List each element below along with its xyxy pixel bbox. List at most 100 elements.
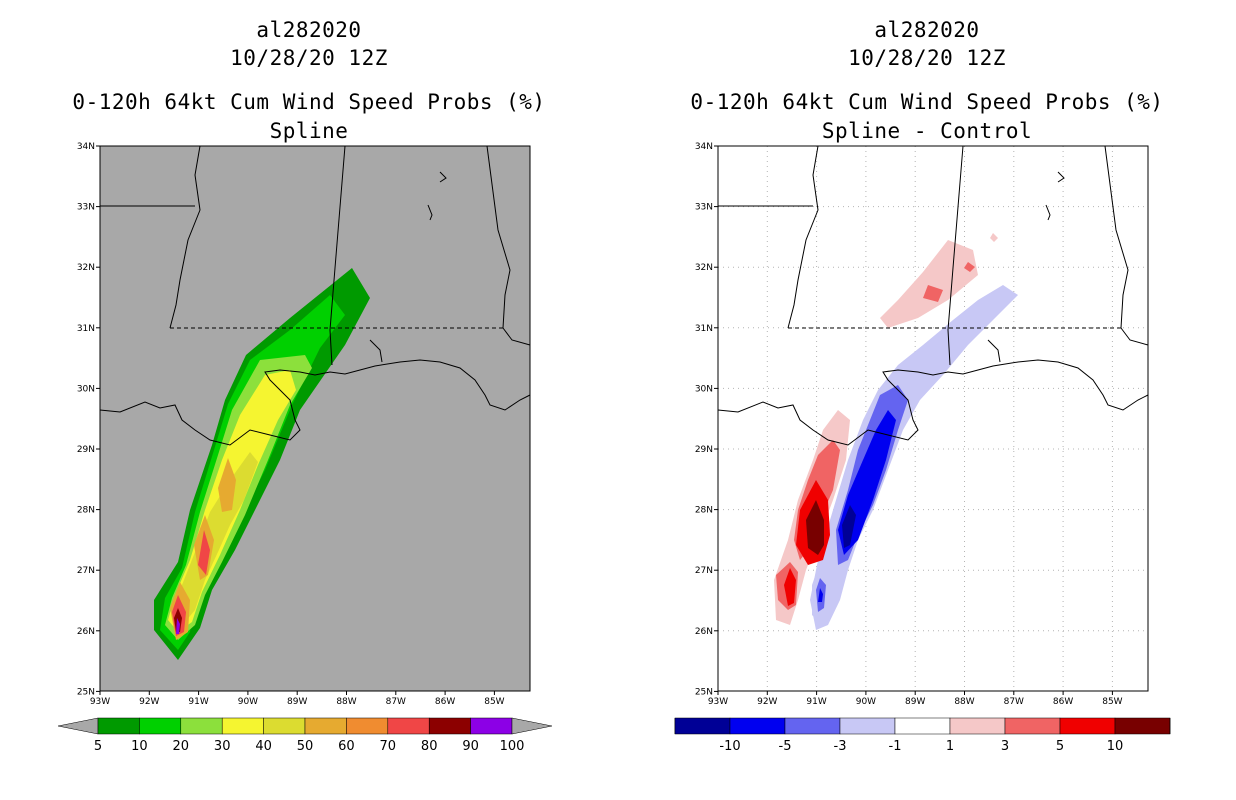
right-date: 10/28/20 12Z bbox=[848, 46, 1006, 70]
left-colorbar-segment bbox=[263, 717, 306, 735]
right-contour-neg5-south bbox=[818, 588, 823, 602]
right-colorbar-segment bbox=[1059, 717, 1116, 735]
left-colorbar-label: 80 bbox=[421, 739, 438, 754]
left-inland-feature-2 bbox=[427, 204, 433, 221]
left-colorbar-segment bbox=[428, 717, 471, 735]
left-lon-label: 93W bbox=[90, 697, 110, 707]
right-contour-pos3-north2 bbox=[964, 262, 975, 272]
left-map: 34N 33N 32N 31N 30N 29N 28N 27N 26N 25N 93W 92W 91W… bbox=[57, 142, 553, 754]
left-contour-50 bbox=[218, 458, 236, 512]
left-lon-axis: 93W 92W 91W 90W 89W 88W 87W 86W 85W bbox=[90, 691, 505, 707]
right-colorbar-label: -3 bbox=[834, 739, 847, 754]
right-lat-label: 27N bbox=[695, 566, 713, 576]
right-river-border bbox=[787, 145, 819, 329]
right-lon-label: 86W bbox=[1053, 697, 1073, 707]
right-contour-pos1-dot bbox=[990, 233, 998, 242]
left-lon-label: 91W bbox=[188, 697, 208, 707]
right-lat-label: 30N bbox=[695, 384, 713, 394]
left-lat-label: 31N bbox=[77, 324, 95, 334]
right-inland-feature-2 bbox=[1045, 204, 1051, 221]
right-coastline-tail bbox=[1120, 327, 1149, 346]
left-colorbar-segment bbox=[346, 717, 389, 735]
left-lat-label: 28N bbox=[77, 506, 95, 516]
right-difference-contours bbox=[774, 233, 1018, 630]
left-colorbar-segment bbox=[97, 717, 140, 735]
right-colorbar-segment bbox=[674, 717, 731, 735]
right-lon-label: 93W bbox=[708, 697, 728, 707]
left-lat-label: 29N bbox=[77, 445, 95, 455]
right-colorbar-label: 5 bbox=[1056, 739, 1064, 754]
left-colorbar-right-arrow bbox=[511, 717, 553, 735]
left-lat-label: 25N bbox=[77, 687, 95, 697]
left-date: 10/28/20 12Z bbox=[230, 46, 388, 70]
right-lon-label: 89W bbox=[905, 697, 925, 707]
right-state-border-ms-al bbox=[947, 145, 964, 366]
left-colorbar-segment bbox=[387, 717, 430, 735]
right-colorbar-label: -5 bbox=[779, 739, 792, 754]
left-contour-40 bbox=[172, 452, 258, 628]
right-colorbar-segment bbox=[1114, 717, 1171, 735]
left-lat-label: 27N bbox=[77, 566, 95, 576]
left-colorbar-left-arrow bbox=[57, 717, 99, 735]
left-lat-label: 33N bbox=[77, 203, 95, 213]
left-inland-feature bbox=[439, 171, 447, 183]
right-colorbar-label: -10 bbox=[719, 739, 740, 754]
right-lon-axis: 93W 92W 91W 90W 89W 88W 87W 86W 85W bbox=[708, 691, 1123, 707]
right-colorbar: -10 -5 -3 -1 1 3 5 10 bbox=[674, 717, 1171, 754]
left-panel: al282020 10/28/20 12Z 0-120h 64kt Cum Wi… bbox=[57, 18, 553, 754]
right-panel: al282020 10/28/20 12Z 0-120h 64kt Cum Wi… bbox=[618, 0, 1236, 800]
left-lon-label: 86W bbox=[435, 697, 455, 707]
right-colorbar-segment bbox=[839, 717, 896, 735]
right-bay-detail bbox=[987, 339, 1001, 363]
left-colorbar-label: 30 bbox=[214, 739, 231, 754]
right-map: 34N 33N 32N 31N 30N 29N 28N 27N 26N 25N 93W 92W 91W… bbox=[674, 142, 1171, 754]
left-lon-label: 90W bbox=[238, 697, 258, 707]
right-lon-label: 90W bbox=[856, 697, 876, 707]
left-contour-90 bbox=[176, 618, 180, 634]
left-lon-label: 92W bbox=[139, 697, 159, 707]
right-product-title: 0-120h 64kt Cum Wind Speed Probs (%) bbox=[690, 90, 1164, 114]
right-contour-neg1-band bbox=[810, 285, 1018, 630]
right-lon-label: 92W bbox=[757, 697, 777, 707]
right-lat-label: 33N bbox=[695, 203, 713, 213]
left-colorbar-label: 5 bbox=[94, 739, 102, 754]
left-lat-label: 32N bbox=[77, 263, 95, 273]
right-lon-label: 91W bbox=[806, 697, 826, 707]
right-colorbar-segment bbox=[894, 717, 951, 735]
right-lat-label: 31N bbox=[695, 324, 713, 334]
right-contour-pos5-south bbox=[784, 568, 796, 606]
left-map-frame bbox=[99, 145, 531, 692]
left-colorbar-label: 100 bbox=[500, 739, 525, 754]
right-coastline bbox=[717, 359, 1149, 446]
left-state-border-ms-al bbox=[329, 145, 346, 366]
right-boundaries bbox=[717, 145, 1149, 446]
right-state-border-al-fl bbox=[1104, 145, 1129, 329]
right-lat-axis: 34N 33N 32N 31N 30N 29N 28N 27N 26N 25N bbox=[695, 142, 718, 697]
left-bay-detail bbox=[369, 339, 383, 363]
left-coastline-tail bbox=[502, 327, 531, 346]
right-lat-label: 32N bbox=[695, 263, 713, 273]
left-colorbar-label: 90 bbox=[462, 739, 479, 754]
left-product-title: 0-120h 64kt Cum Wind Speed Probs (%) bbox=[72, 90, 546, 114]
right-colorbar-label: 10 bbox=[1107, 739, 1124, 754]
right-inland-feature bbox=[1057, 171, 1065, 183]
right-contour-pos3-north bbox=[923, 285, 943, 302]
left-lat-label: 34N bbox=[77, 142, 95, 152]
left-colorbar-segment bbox=[304, 717, 347, 735]
right-colorbar-segment bbox=[949, 717, 1006, 735]
right-map-frame bbox=[717, 145, 1149, 692]
left-lon-label: 85W bbox=[484, 697, 504, 707]
right-storm-id: al282020 bbox=[874, 18, 980, 42]
right-colorbar-segment bbox=[1004, 717, 1061, 735]
left-coastline bbox=[99, 359, 531, 446]
left-lat-label: 26N bbox=[77, 627, 95, 637]
right-lon-label: 87W bbox=[1004, 697, 1024, 707]
left-colorbar-label: 70 bbox=[380, 739, 397, 754]
right-lat-label: 25N bbox=[695, 687, 713, 697]
left-boundaries bbox=[99, 145, 531, 446]
right-colorbar-label: 1 bbox=[946, 739, 954, 754]
left-river-border bbox=[169, 145, 201, 329]
left-colorbar-label: 50 bbox=[297, 739, 314, 754]
left-colorbar: 5 10 20 30 40 50 60 70 80 90 100 bbox=[57, 717, 553, 754]
right-lon-label: 88W bbox=[954, 697, 974, 707]
